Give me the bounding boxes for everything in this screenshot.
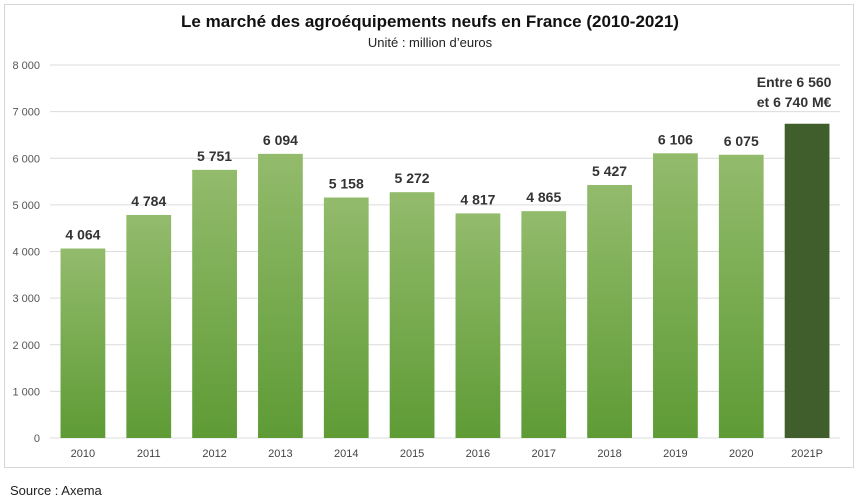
x-tick-label: 2016 [466,448,490,460]
forecast-annotation: et 6 740 M€ [757,94,832,110]
bar [126,214,172,438]
y-tick-label: 6 000 [12,153,40,165]
x-tick-label: 2021P [791,448,823,460]
x-tick-label: 2015 [400,448,424,460]
bar [60,248,106,438]
x-tick-label: 2017 [532,448,556,460]
data-label: 5 751 [197,148,232,164]
data-label: 4 784 [131,193,166,209]
data-label: 5 427 [592,163,627,179]
forecast-annotation: Entre 6 560 [757,74,832,90]
y-tick-label: 1 000 [12,386,40,398]
x-tick-label: 2012 [202,448,226,460]
x-tick-label: 2011 [137,448,161,460]
x-tick-label: 2010 [71,448,95,460]
y-tick-label: 8 000 [12,60,40,72]
bar [323,197,369,438]
bar [389,192,435,438]
bars [60,123,830,439]
bar [587,184,632,438]
source-note: Source : Axema [10,483,102,498]
bar-forecast [784,123,830,438]
x-tick-label: 2020 [729,448,753,460]
y-tick-label: 2 000 [12,340,40,352]
data-label: 6 094 [263,132,298,148]
data-label: 4 865 [526,189,561,205]
bar [258,153,303,438]
x-axis: 2010 2011 2012 2013 2014 2015 2016 2017 2018 2019… [71,448,823,460]
data-labels: 4 064 4 784 5 751 6 094 5 158 5 272 4 817 4 865… [65,74,831,243]
y-axis: 0 1 000 2 000 3 000 4 000 5 000 6 000 7 000 8 00… [12,60,40,445]
x-tick-label: 2019 [663,448,687,460]
bar [192,169,237,438]
bar [718,154,764,439]
chart-title: Le marché des agroéquipements neufs en F… [181,12,679,31]
y-tick-label: 5 000 [12,200,40,212]
data-label: 5 158 [329,176,364,192]
y-tick-label: 7 000 [12,107,40,119]
y-tick-label: 0 [34,433,40,445]
y-tick-label: 3 000 [12,293,40,305]
data-label: 5 272 [395,170,430,186]
gridlines [50,64,840,439]
chart-subtitle: Unité : million d’euros [367,35,493,50]
x-tick-label: 2013 [268,448,292,460]
data-label: 6 106 [658,131,693,147]
bar [653,153,698,439]
x-tick-label: 2014 [334,448,358,460]
x-tick-label: 2018 [597,448,621,460]
data-label: 6 075 [724,133,759,149]
bar [455,213,501,438]
data-label: 4 064 [65,227,100,243]
bar [521,211,567,438]
data-label: 4 817 [460,191,495,207]
y-tick-label: 4 000 [12,247,40,259]
